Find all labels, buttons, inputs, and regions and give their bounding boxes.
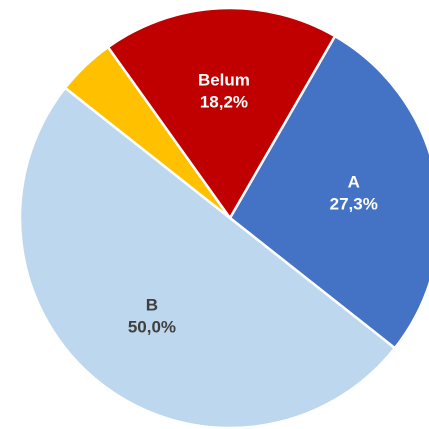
pie-slice (228, 34, 429, 350)
slice-label: B (146, 295, 158, 314)
slice-value-label: 27,3% (330, 195, 378, 214)
slice-label: A (348, 173, 360, 192)
pie-slice (18, 86, 397, 429)
slice-value-label: 50,0% (128, 317, 176, 336)
slice-label: Belum (198, 71, 250, 90)
pie-slice (106, 6, 337, 221)
slice-value-label: 18,2% (200, 93, 248, 112)
